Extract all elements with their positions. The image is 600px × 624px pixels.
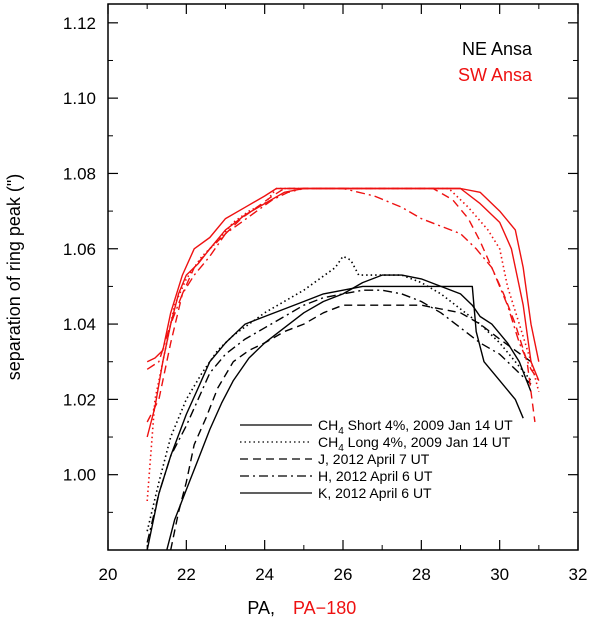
x-tick-label: 30 [490, 565, 509, 584]
legend-entry: K, 2012 April 6 UT [318, 485, 432, 501]
y-tick-label: 1.00 [63, 466, 96, 485]
legend-entry: CH4 Long 4%, 2009 Jan 14 UT [318, 434, 511, 454]
legend-entry: H, 2012 April 6 UT [318, 468, 433, 484]
y-tick-labels: 1.00 1.02 1.04 1.06 1.08 1.10 1.12 [63, 14, 96, 485]
x-tick-label: 28 [412, 565, 431, 584]
y-tick-label: 1.10 [63, 89, 96, 108]
axis-ticks [107, 4, 579, 550]
series-line-sw-solid-5 [146, 187, 540, 381]
y-tick-label: 1.02 [63, 390, 96, 409]
y-axis-label: separation of ring peak (") [4, 174, 24, 381]
series-line-ne-dashed-2 [170, 304, 532, 550]
y-tick-label: 1.06 [63, 240, 96, 259]
legend-entry: CH4 Short 4%, 2009 Jan 14 UT [318, 417, 513, 437]
y-tick-label: 1.04 [63, 315, 96, 334]
x-tick-label: 26 [334, 565, 353, 584]
x-axis-label: PA, [247, 598, 275, 618]
ansa-label-sw: SW Ansa [458, 65, 533, 85]
series-line-sw-dashdot-8 [146, 187, 540, 381]
x-tick-label: 22 [177, 565, 196, 584]
series-line-ne-dashdot-3 [146, 289, 532, 543]
x-tick-labels: 20 22 24 26 28 30 32 [99, 565, 588, 584]
series-line-sw-solid-9 [146, 187, 540, 438]
y-tick-label: 1.12 [63, 14, 96, 33]
series-line-ne-dotted-1 [146, 255, 532, 532]
series-line-ne-solid-0 [146, 285, 524, 550]
series-line-sw-dashed-7 [146, 187, 536, 423]
ansa-label-ne: NE Ansa [462, 39, 533, 59]
x-axis-label-red: PA−180 [293, 598, 356, 618]
series-line-ne-solid-4 [166, 274, 532, 550]
x-tick-label: 20 [99, 565, 118, 584]
x-tick-label: 32 [569, 565, 588, 584]
series-group [146, 187, 540, 550]
y-tick-label: 1.08 [63, 164, 96, 183]
legend-entry: J, 2012 April 7 UT [318, 451, 430, 467]
x-tick-label: 24 [255, 565, 274, 584]
